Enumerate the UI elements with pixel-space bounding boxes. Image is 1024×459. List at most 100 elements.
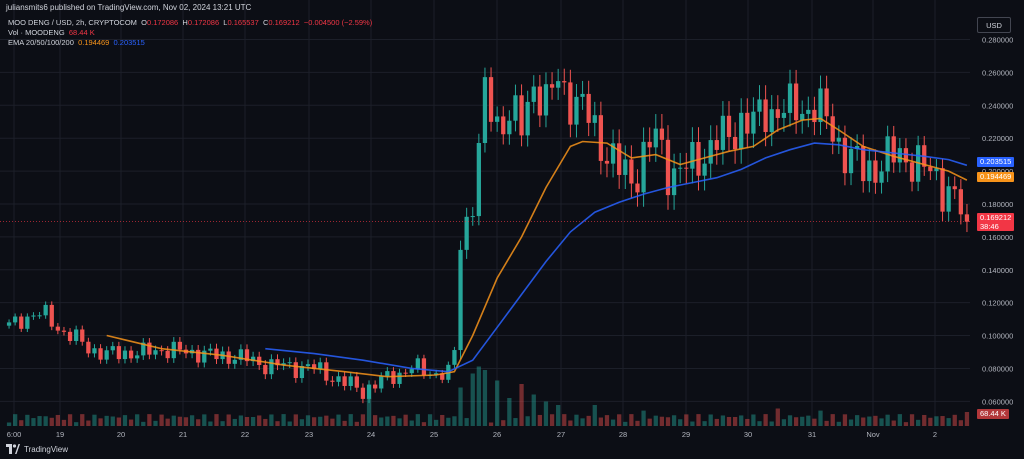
candle-body	[348, 376, 353, 386]
volume-bar	[665, 417, 671, 426]
candle-body	[232, 359, 237, 364]
volume-bar	[183, 417, 189, 426]
volume-bar	[13, 414, 18, 426]
candle-body	[848, 149, 854, 174]
open-value: 0.172086	[146, 18, 179, 27]
candle-body	[165, 350, 170, 359]
candle-body	[708, 140, 713, 164]
time-tick-label: 22	[241, 430, 249, 439]
volume-bar	[854, 415, 860, 426]
volume-bar	[842, 414, 848, 426]
candle-body	[714, 140, 719, 150]
volume-bar	[928, 417, 933, 426]
candle-body	[739, 112, 744, 150]
volume-bar	[104, 415, 109, 426]
candle-body	[482, 77, 488, 144]
time-axis[interactable]: 6:00 19 20 21 22 23 24 25 26 27 28 29 30 31 Nov 2	[7, 430, 937, 439]
volume-label[interactable]: Vol · MOODENG	[8, 28, 65, 37]
volume-bar	[922, 414, 927, 426]
time-tick-label: 28	[619, 430, 627, 439]
volume-bar	[769, 421, 774, 426]
candle-body	[452, 350, 457, 365]
volume-bar	[330, 418, 335, 426]
volume-tag: 68.44 K	[977, 409, 1009, 419]
volume-bar	[476, 366, 481, 426]
time-tick-label: 29	[682, 430, 690, 439]
volume-bar	[86, 420, 91, 426]
volume-bar	[311, 417, 317, 426]
candle-body	[80, 329, 85, 342]
volume-bar	[525, 416, 530, 426]
time-tick-label: 20	[117, 430, 125, 439]
candle-body	[702, 163, 707, 176]
chart-legend: MOO DENG / USD, 2h, CRYPTOCOM O0.172086 …	[8, 18, 373, 47]
candle-body	[74, 329, 79, 341]
volume-bar	[556, 405, 561, 426]
volume-bar	[458, 387, 463, 426]
publish-header: juliansmits6 published on TradingView.co…	[6, 3, 252, 12]
volume-bar	[446, 417, 451, 426]
time-tick-label: 6:00	[7, 430, 22, 439]
candle-body	[202, 350, 207, 363]
candle-body	[641, 141, 646, 193]
volume-bar	[574, 414, 579, 426]
volume-bar	[543, 401, 549, 426]
candle-body	[751, 111, 756, 134]
volume-bar	[6, 422, 12, 426]
candle-body	[43, 304, 48, 316]
time-tick-label: 23	[305, 430, 313, 439]
candle-body	[269, 359, 274, 375]
candle-body	[958, 189, 963, 215]
candle-body	[226, 351, 231, 364]
footer-brand: TradingView	[6, 444, 68, 454]
volume-bar	[836, 421, 841, 426]
volume-bar	[379, 417, 384, 426]
price-axis[interactable]: 0.280000 0.260000 0.240000 0.220000 0.200000…	[982, 36, 1013, 407]
tradingview-logo-icon	[6, 444, 20, 454]
candle-body	[891, 136, 896, 163]
currency-button[interactable]: USD	[977, 17, 1011, 33]
volume-bar	[690, 421, 695, 426]
volume-bar	[464, 418, 469, 426]
candle-body	[275, 359, 280, 366]
volume-bar	[92, 414, 97, 426]
volume-bar	[916, 419, 921, 426]
candle-body	[238, 349, 244, 360]
candle-body	[293, 362, 298, 379]
volume-bar	[293, 414, 298, 426]
candle-body	[13, 316, 18, 323]
candle-body	[409, 369, 414, 374]
volume-bar	[482, 370, 488, 426]
time-tick-label: 24	[367, 430, 375, 439]
symbol-label[interactable]: MOO DENG / USD, 2h, CRYPTOCOM	[8, 18, 137, 27]
volume-bar	[470, 373, 475, 426]
price-tick-label: 0.280000	[982, 36, 1013, 45]
candle-body	[867, 160, 872, 182]
volume-bar	[336, 414, 341, 426]
candle-body	[549, 84, 555, 88]
candle-body	[281, 363, 286, 366]
volume-bar	[202, 414, 207, 426]
price-tag: 0.169212 38:46	[977, 213, 1015, 231]
candle-body	[476, 143, 481, 217]
candle-body	[629, 159, 634, 184]
volume-bar	[80, 414, 85, 426]
candle-body	[287, 362, 292, 364]
candle-body	[574, 96, 579, 125]
candle-body	[104, 350, 109, 360]
candle-body	[946, 186, 951, 212]
candle-body	[128, 350, 134, 359]
volume-bar	[354, 421, 359, 426]
volume-bar	[440, 414, 445, 426]
candle-body	[800, 113, 805, 121]
candle-body	[330, 380, 335, 382]
candle-body	[116, 346, 122, 360]
candle-body	[495, 116, 500, 122]
ema-label[interactable]: EMA 20/50/100/200	[8, 38, 74, 47]
volume-bar	[305, 415, 311, 426]
volume-bar	[43, 416, 48, 426]
candle-body	[147, 342, 152, 355]
volume-bar	[873, 415, 878, 426]
volume-bar	[189, 415, 195, 426]
